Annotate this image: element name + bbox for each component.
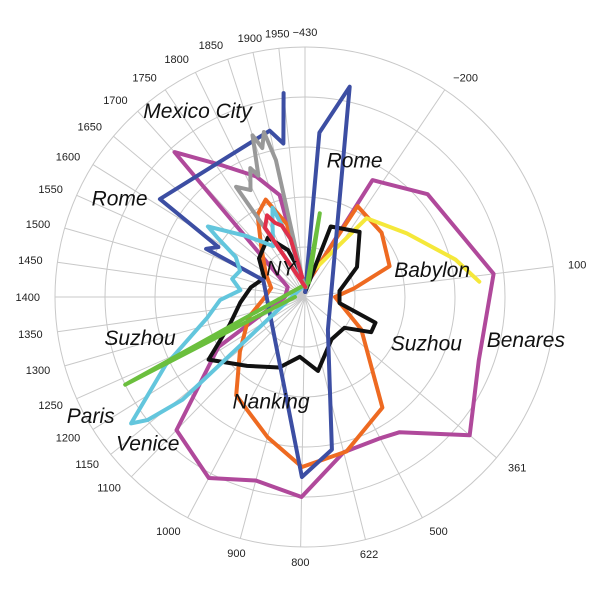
tick-label: −430 <box>293 27 318 39</box>
grid-spoke <box>239 296 306 539</box>
grid-spoke <box>57 296 306 333</box>
tick-label: 1950 <box>265 28 289 40</box>
city-label: Mexico City <box>143 100 253 123</box>
tick-label: 100 <box>568 260 586 272</box>
tick-label: 1550 <box>38 184 62 196</box>
tick-label: 1650 <box>78 122 102 134</box>
tick-label: 1500 <box>26 219 50 231</box>
city-label: Venice <box>116 433 179 456</box>
series-line <box>263 213 308 289</box>
grid-spoke <box>164 89 306 298</box>
grid-spoke <box>137 110 306 298</box>
tick-label: 1200 <box>56 432 80 444</box>
grid-spoke <box>304 296 497 459</box>
tick-label: 1800 <box>164 54 188 66</box>
series-line <box>234 197 392 469</box>
tick-label: 361 <box>508 462 526 474</box>
tick-label: 500 <box>429 526 447 538</box>
series-line <box>313 216 482 284</box>
tick-label: 1700 <box>103 95 127 107</box>
tick-label: 1850 <box>199 40 223 52</box>
tick-label: 1150 <box>75 459 99 471</box>
city-label: Babylon <box>394 259 470 282</box>
city-label: Suzhou <box>104 327 176 350</box>
tick-label: 800 <box>291 557 309 569</box>
tick-label: −200 <box>453 72 478 84</box>
series-line <box>129 205 310 426</box>
city-label: Rome <box>327 150 383 173</box>
grid-spoke <box>278 48 306 298</box>
tick-label: 1750 <box>132 72 156 84</box>
tick-label: 1000 <box>156 526 180 538</box>
grid-spoke <box>130 296 306 478</box>
series-layer <box>123 84 496 499</box>
tick-label: 1450 <box>18 255 42 267</box>
city-label: Paris <box>67 405 115 428</box>
tick-label: 1350 <box>18 329 42 341</box>
tick-label: 1600 <box>56 152 80 164</box>
city-label: Rome <box>92 187 148 210</box>
tick-label: 1100 <box>97 483 121 495</box>
series-line <box>157 84 352 479</box>
tick-label: 900 <box>227 548 245 560</box>
tick-label: 1900 <box>238 33 262 45</box>
series-line <box>234 130 308 289</box>
grid-spoke <box>304 89 446 298</box>
tick-label: 1300 <box>26 365 50 377</box>
city-label: Benares <box>487 329 566 352</box>
series-line <box>172 150 496 499</box>
series-line <box>123 211 322 387</box>
series-line <box>206 224 378 373</box>
grid-spoke <box>304 296 366 540</box>
tick-label: 622 <box>360 549 378 561</box>
city-label: NY <box>266 257 297 280</box>
labels-layer: −430 −200 100 361 500 622 800 900 1000 1100 1150 12… <box>16 27 587 569</box>
grid-spoke <box>300 296 306 547</box>
grid-spoke <box>304 296 423 518</box>
tick-label: 1250 <box>38 400 62 412</box>
city-label: Suzhou <box>391 333 463 356</box>
tick-label: 1400 <box>16 292 40 304</box>
city-label: Nanking <box>232 391 309 414</box>
